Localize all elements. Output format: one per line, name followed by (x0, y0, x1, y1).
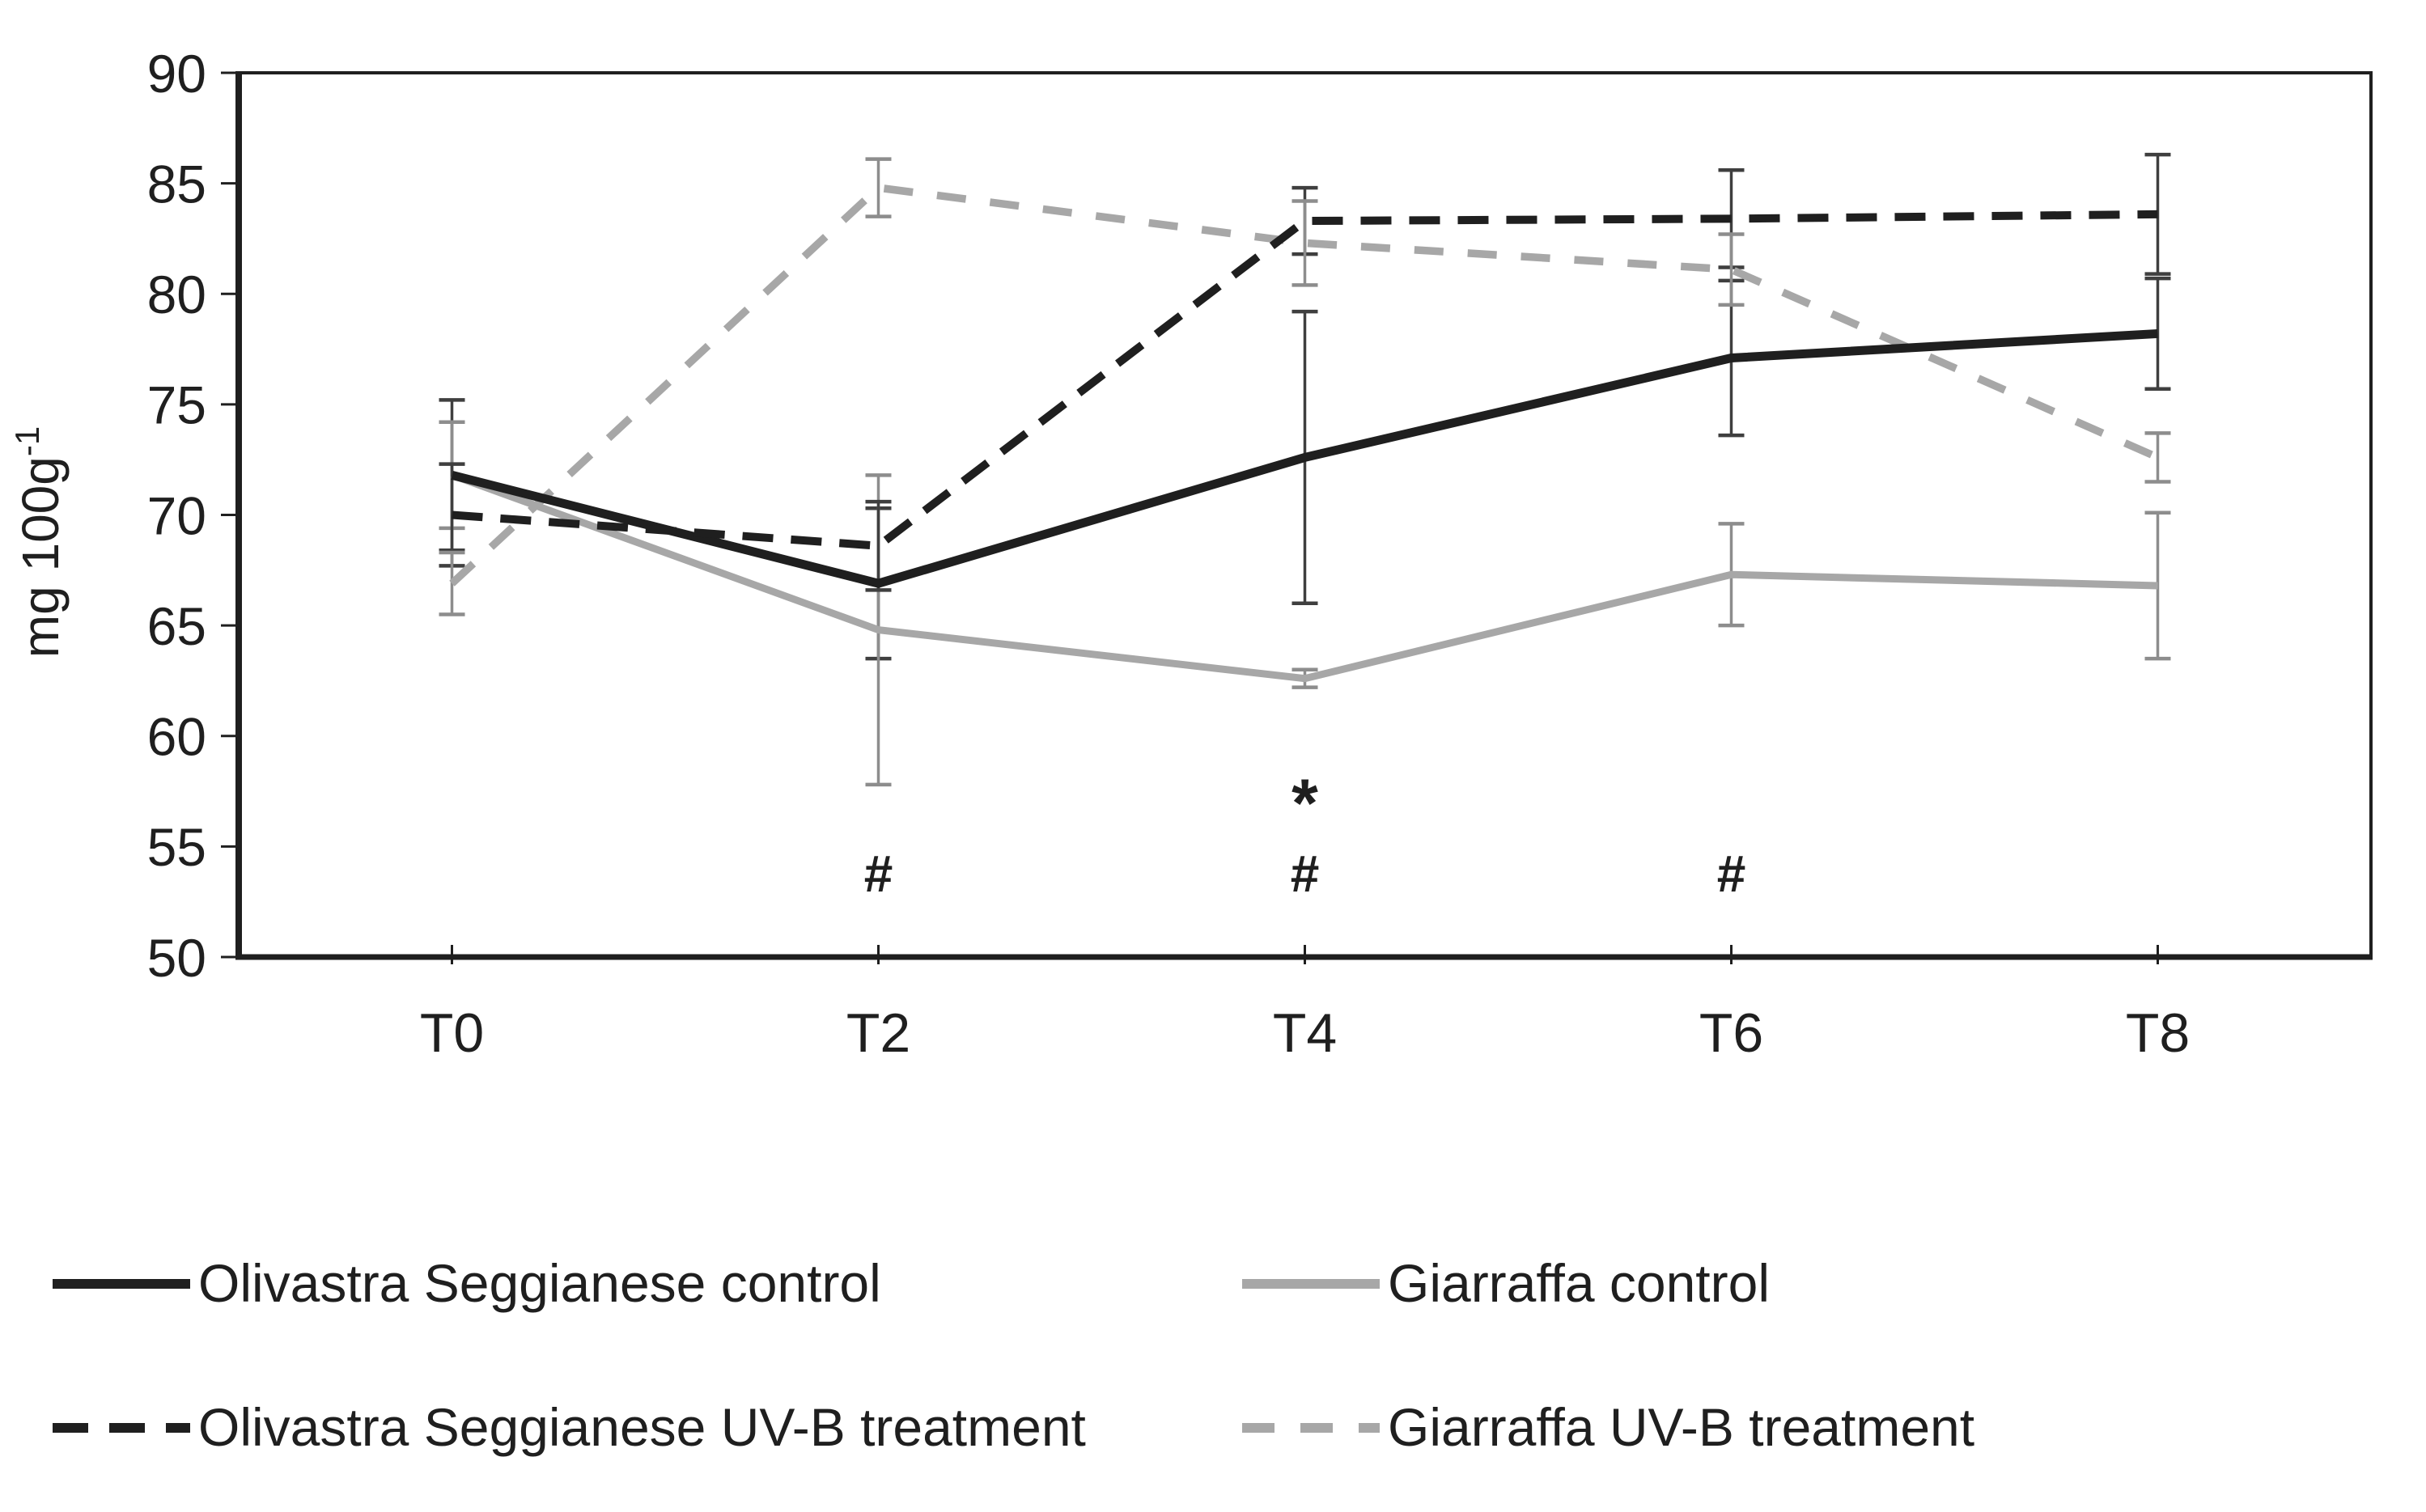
x-axis-tick-label: T4 (1273, 1002, 1337, 1064)
legend-label: Giarraffa UV-B treatment (1388, 1397, 1974, 1457)
y-axis-tick-label: 50 (147, 928, 206, 988)
series-line-giarraffa-uv-b-treatment (449, 184, 2160, 587)
significance-hash: # (1717, 845, 1746, 903)
y-axis-tick-label: 75 (147, 375, 206, 435)
error-bar-3-T6 (1718, 232, 1745, 307)
significance-star: * (1291, 765, 1318, 841)
series-line-olivastra-seggianese-uv-b-treatment (452, 210, 2158, 550)
legend-label: Olivastra Seggianese control (198, 1253, 881, 1313)
legend-label: Giarraffa control (1388, 1253, 1770, 1313)
y-axis-tick-label: 90 (147, 44, 206, 104)
y-axis-tick-label: 65 (147, 596, 206, 656)
series-line-olivastra-seggianese-control (451, 328, 2158, 588)
legend-item-olivastra-seggianese-uv-b-treatment: Olivastra Seggianese UV-B treatment (53, 1397, 1086, 1457)
legend-item-giarraffa-control: Giarraffa control (1242, 1253, 1770, 1313)
x-axis-tick-label: T6 (1699, 1002, 1763, 1064)
error-bar-3-T8 (2144, 431, 2171, 484)
y-axis-tick-label: 60 (147, 707, 206, 767)
y-axis-tick-label: 55 (147, 817, 206, 877)
legend-item-olivastra-seggianese-control: Olivastra Seggianese control (53, 1253, 881, 1313)
legend-label: Olivastra Seggianese UV-B treatment (198, 1397, 1086, 1457)
y-axis-title: mg 100g-1 (8, 426, 70, 658)
error-bar-2-T2 (865, 499, 892, 592)
y-axis-tick-label: 70 (147, 485, 206, 545)
significance-hash: # (864, 845, 893, 903)
x-axis-tick-label: T2 (846, 1002, 910, 1064)
error-bar-3-T4 (1291, 199, 1318, 287)
x-axis-tick-label: T0 (420, 1002, 484, 1064)
legend-item-giarraffa-uv-b-treatment: Giarraffa UV-B treatment (1242, 1397, 1974, 1457)
x-axis-tick-label: T8 (2126, 1002, 2190, 1064)
significance-hash: # (1291, 845, 1320, 903)
series-line-giarraffa-control (450, 472, 2158, 683)
error-bar-3-T2 (865, 157, 892, 218)
y-axis-tick-label: 80 (147, 265, 206, 324)
y-axis-tick-label: 85 (147, 154, 206, 214)
